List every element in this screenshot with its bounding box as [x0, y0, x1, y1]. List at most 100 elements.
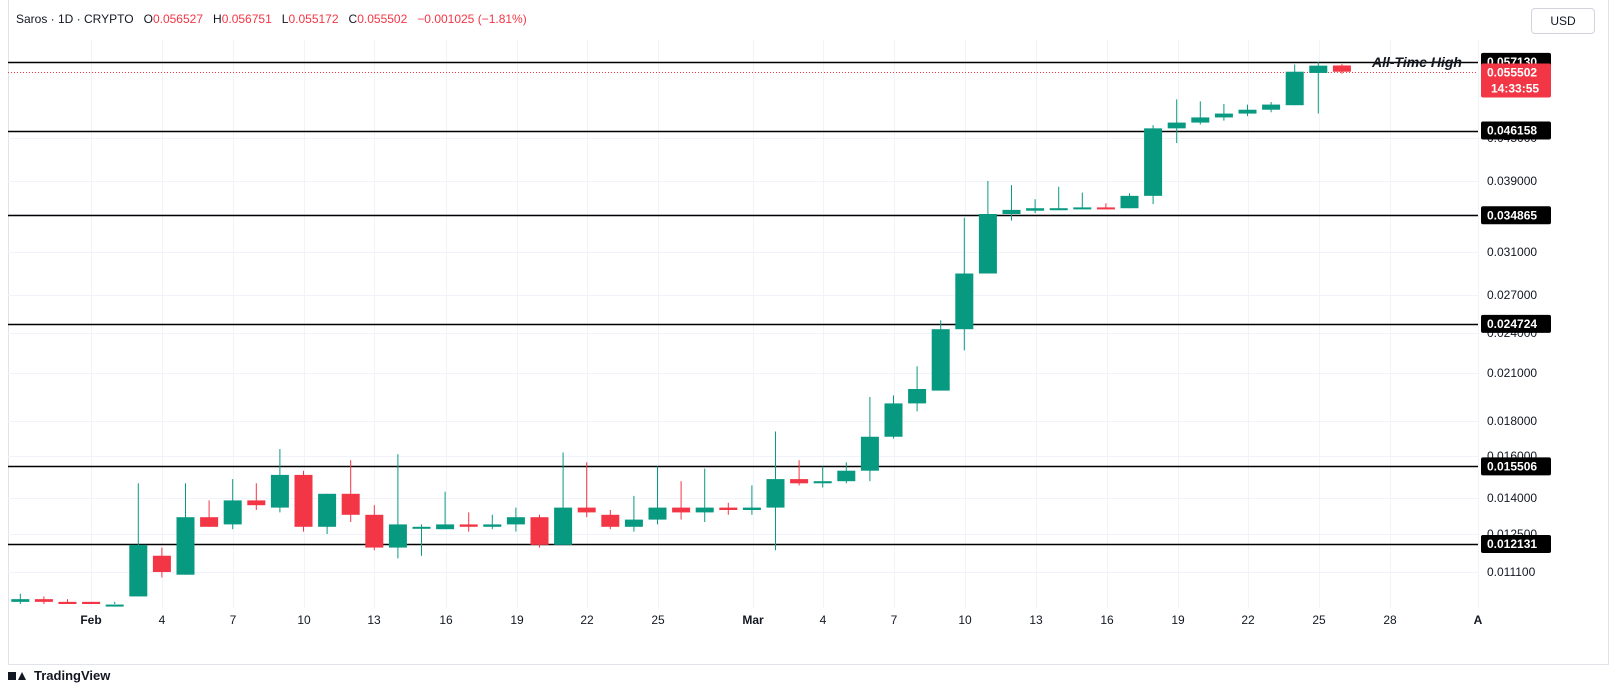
- candle: [223, 479, 242, 530]
- candle: [978, 181, 997, 274]
- candle-body: [813, 481, 832, 484]
- candle-body: [1002, 209, 1021, 214]
- candle: [1167, 99, 1186, 144]
- symbol-name[interactable]: Saros · 1D · CRYPTO: [16, 12, 134, 26]
- candle: [318, 493, 337, 534]
- candle: [931, 320, 950, 391]
- x-tick-label: 4: [820, 613, 827, 627]
- candle-body: [34, 599, 53, 602]
- candle-body: [860, 436, 879, 471]
- x-tick-label: 22: [580, 613, 594, 627]
- candle-body: [11, 599, 30, 602]
- x-tick-label: 7: [230, 613, 237, 627]
- candle-body: [624, 519, 643, 527]
- candle-body: [1073, 207, 1092, 210]
- candle-body: [318, 493, 337, 527]
- candle: [530, 514, 549, 548]
- y-tick-label: 0.021000: [1487, 366, 1537, 380]
- candle-body: [1332, 65, 1351, 72]
- candle-body: [742, 507, 761, 510]
- candle-body: [1096, 207, 1115, 210]
- candle: [200, 500, 219, 527]
- currency-button[interactable]: USD: [1531, 8, 1595, 34]
- candle: [601, 510, 620, 530]
- x-tick-label: 13: [1029, 613, 1043, 627]
- candle: [34, 596, 53, 604]
- candle: [152, 547, 171, 578]
- candle: [176, 483, 195, 575]
- candle-body: [1191, 117, 1210, 123]
- candle: [1026, 199, 1045, 214]
- candle: [294, 470, 313, 532]
- candle: [1309, 62, 1328, 114]
- candle: [412, 524, 431, 556]
- level-badge-bg: [1481, 457, 1551, 476]
- candle: [695, 468, 714, 522]
- y-tick-label: 0.014000: [1487, 491, 1537, 505]
- candle-body: [1214, 113, 1233, 118]
- open-value: 0.056527: [152, 12, 204, 26]
- price-axis: 0.0111000.0125000.0140000.0160000.018000…: [1487, 131, 1537, 579]
- candle-body: [152, 555, 171, 572]
- all-time-high-annotation: All-Time High: [1371, 54, 1462, 70]
- x-tick-label: 13: [367, 613, 381, 627]
- x-tick-label: 25: [1312, 613, 1326, 627]
- y-tick-label: 0.031000: [1487, 245, 1537, 259]
- current-price-text: 0.055502: [1487, 66, 1537, 80]
- tradingview-branding[interactable]: TradingView: [8, 668, 110, 683]
- candle: [908, 366, 927, 412]
- candle: [1214, 103, 1233, 121]
- x-tick-label: 28: [1383, 613, 1397, 627]
- candle-body: [601, 514, 620, 527]
- candle-body: [931, 329, 950, 391]
- candle: [1238, 104, 1257, 117]
- candle: [1049, 186, 1068, 211]
- candle-body: [719, 507, 738, 510]
- candle: [1096, 203, 1115, 210]
- level-badge-bg: [1481, 535, 1551, 554]
- current-price-badge: 0.055502 14:33:55: [1481, 63, 1551, 98]
- candle-body: [908, 389, 927, 404]
- candle-body: [790, 479, 809, 484]
- candle-body: [648, 507, 667, 520]
- x-tick-label: 7: [891, 613, 898, 627]
- horizontal-levels: [8, 61, 1478, 546]
- candle: [1191, 101, 1210, 125]
- level-badge: 0.034865: [1481, 206, 1551, 225]
- candle-body: [530, 517, 549, 545]
- level-badge: 0.046158: [1481, 121, 1551, 140]
- y-tick-label: 0.039000: [1487, 174, 1537, 188]
- candle: [577, 462, 596, 518]
- x-tick-label: 25: [651, 613, 665, 627]
- candle-body: [105, 604, 124, 607]
- time-axis: Feb 4 7 10 13 16 19 22 25 Mar 4 7 10 13 16 19 22 25 28 A: [80, 613, 1482, 627]
- candle-body: [388, 524, 407, 548]
- candle: [790, 460, 809, 486]
- candle: [365, 505, 384, 551]
- current-price-bg: [1481, 63, 1551, 98]
- candle: [58, 599, 77, 604]
- level-badge-text: 0.012131: [1487, 537, 1537, 551]
- level-badge-text: 0.024724: [1487, 317, 1537, 331]
- candle-body: [837, 470, 856, 482]
- candle: [483, 514, 502, 530]
- level-badge: 0.012131: [1481, 535, 1551, 554]
- x-tick-label: 4: [159, 613, 166, 627]
- candlestick-chart[interactable]: 0.0111000.0125000.0140000.0160000.018000…: [0, 0, 1617, 665]
- candle-body: [506, 517, 525, 525]
- x-tick-label: 19: [1171, 613, 1185, 627]
- x-tick-label: 10: [958, 613, 972, 627]
- level-badge-text: 0.046158: [1487, 124, 1537, 138]
- candle-body: [554, 507, 573, 545]
- candle-body: [459, 524, 478, 527]
- candle-body: [695, 507, 714, 513]
- close-label: C: [348, 12, 358, 26]
- candle: [719, 502, 738, 515]
- candle: [341, 460, 360, 522]
- level-badge: 0.024724: [1481, 314, 1551, 333]
- candle-body: [58, 601, 77, 604]
- candle: [742, 485, 761, 515]
- level-badge: 0.015506: [1481, 457, 1551, 476]
- candle: [1073, 192, 1092, 210]
- candle: [11, 593, 30, 604]
